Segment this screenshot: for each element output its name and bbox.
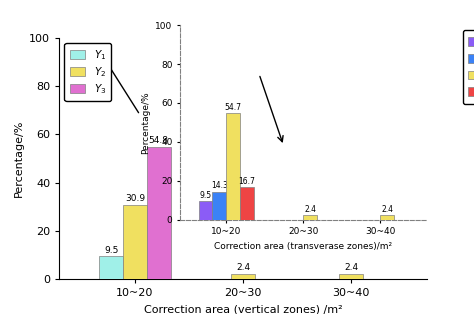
Bar — [123, 205, 147, 279]
X-axis label: Correction area (transverase zones)/m²: Correction area (transverase zones)/m² — [214, 242, 392, 251]
Legend: $Y_1$, $Y_2$, $Y_3$: $Y_1$, $Y_2$, $Y_3$ — [64, 43, 111, 101]
Text: 54.8: 54.8 — [149, 136, 169, 145]
Bar — [303, 215, 317, 220]
Y-axis label: Percentage/%: Percentage/% — [141, 91, 150, 154]
Text: 16.7: 16.7 — [239, 177, 255, 186]
Bar — [339, 274, 363, 279]
Text: 2.4: 2.4 — [381, 204, 393, 214]
Bar — [231, 274, 255, 279]
Bar — [212, 192, 227, 220]
Text: 54.7: 54.7 — [225, 103, 242, 112]
Text: 9.5: 9.5 — [104, 246, 118, 255]
Bar — [99, 257, 123, 279]
Bar — [380, 215, 394, 220]
Bar — [147, 147, 171, 279]
Text: 14.3: 14.3 — [211, 181, 228, 190]
Legend: $X_1$, $X_2$, $X_3$, $X_4$: $X_1$, $X_2$, $X_3$, $X_4$ — [463, 30, 474, 104]
Bar — [227, 113, 240, 220]
Bar — [240, 187, 254, 220]
Text: 9.5: 9.5 — [200, 191, 211, 200]
Text: 2.4: 2.4 — [236, 263, 250, 272]
X-axis label: Correction area (vertical zones) /m²: Correction area (vertical zones) /m² — [144, 304, 342, 314]
Text: 30.9: 30.9 — [125, 194, 145, 203]
Text: 2.4: 2.4 — [304, 204, 316, 214]
Text: 2.4: 2.4 — [344, 263, 358, 272]
Y-axis label: Percentage/%: Percentage/% — [14, 120, 24, 197]
Bar — [199, 201, 212, 220]
